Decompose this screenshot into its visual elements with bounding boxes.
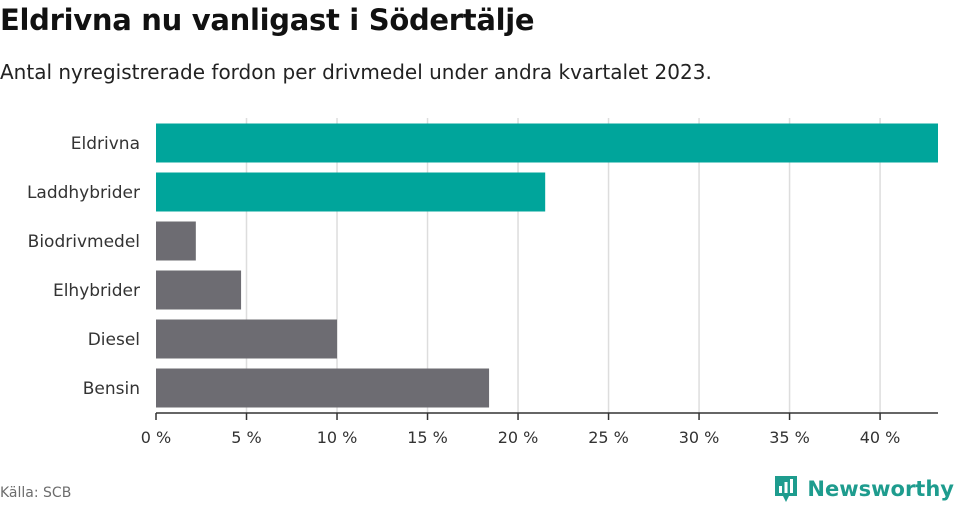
bar-elhybrider (156, 270, 242, 310)
bar-eldrivna (156, 123, 938, 163)
x-tick-label: 25 % (588, 428, 629, 447)
x-tick-label: 35 % (769, 428, 810, 447)
x-tick-label: 10 % (317, 428, 358, 447)
x-tick-label: 0 % (141, 428, 171, 447)
bars (156, 123, 938, 408)
x-tick-label: 15 % (407, 428, 448, 447)
gridlines (245, 118, 881, 413)
brand-logo: Newsworthy (773, 474, 954, 504)
x-tick-label: 5 % (231, 428, 261, 447)
bar-bensin (156, 368, 490, 408)
bar-diesel (156, 319, 338, 359)
chart-title: Eldrivna nu vanligast i Södertälje (0, 3, 535, 37)
x-tick-label: 40 % (860, 428, 901, 447)
category-labels: Eldrivna Laddhybrider Biodrivmedel Elhybrid… (27, 134, 140, 399)
x-tick-label: 20 % (498, 428, 539, 447)
bar-biodrivmedel (156, 221, 196, 261)
brand-name: Newsworthy (807, 477, 954, 501)
bar-laddhybrider (156, 172, 546, 212)
bar-chart: Eldrivna Laddhybrider Biodrivmedel Elhybrid… (27, 118, 938, 447)
newsworthy-logo-icon (775, 476, 798, 502)
category-label: Biodrivmedel (28, 232, 140, 252)
category-label: Diesel (88, 330, 140, 350)
chart-subtitle: Antal nyregistrerade fordon per drivmede… (0, 60, 712, 84)
category-label: Bensin (83, 379, 140, 399)
category-label: Laddhybrider (27, 183, 140, 203)
category-label: Eldrivna (71, 134, 140, 154)
x-tick-label: 30 % (679, 428, 720, 447)
x-axis: 0 % 5 % 10 % 15 % 20 % 25 % 30 % 35 % 40 % (141, 412, 938, 447)
category-label: Elhybrider (53, 281, 140, 301)
source-note: Källa: SCB (0, 485, 72, 501)
